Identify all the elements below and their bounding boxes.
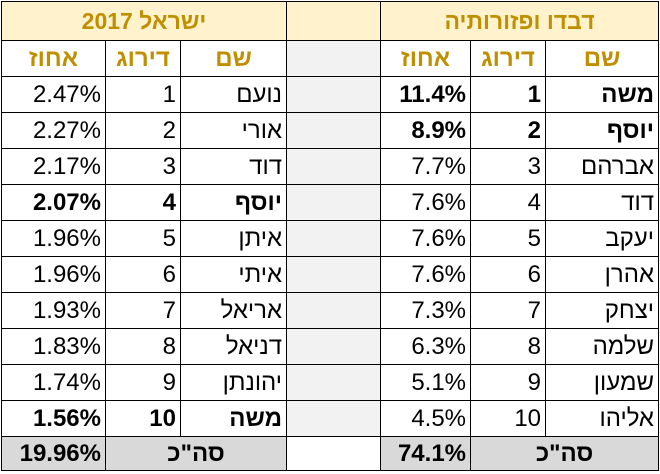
right-rank-cell[interactable]: 10 (470, 400, 547, 437)
right-rank-cell[interactable]: 6 (470, 256, 547, 293)
left-name-cell[interactable]: יוסף (179, 184, 288, 221)
right-rank-cell[interactable]: 2 (470, 112, 547, 149)
table-row: 1.56% 10 משה 4.5% 10 אליהו (1, 400, 660, 437)
left-pct-cell[interactable]: 2.47% (1, 76, 106, 113)
right-name-cell[interactable]: יצחק (545, 292, 660, 329)
right-name-cell[interactable]: משה (545, 76, 660, 113)
right-header-rank[interactable]: דירוג (470, 40, 547, 77)
left-name-cell[interactable]: נועם (179, 76, 288, 113)
right-rank-cell[interactable]: 4 (470, 184, 547, 221)
table-row: 2.47% 1 נועם 11.4% 1 משה (1, 76, 660, 113)
left-total-pct[interactable]: 19.96% (1, 436, 106, 471)
left-table-title[interactable]: ישראל 2017 (0, 1, 288, 41)
table-row: 2.17% 3 דוד 7.7% 3 אברהם (1, 148, 660, 185)
right-pct-cell[interactable]: 5.1% (380, 364, 472, 401)
left-name-cell[interactable]: דוד (179, 148, 288, 185)
left-pct-cell[interactable]: 1.83% (1, 328, 106, 365)
left-rank-cell[interactable]: 1 (105, 76, 181, 113)
gap-cell[interactable] (286, 76, 382, 113)
table-row: 1.83% 8 דניאל 6.3% 8 שלמה (1, 328, 660, 365)
right-name-cell[interactable]: שמעון (545, 364, 660, 401)
total-row: 19.96% סה"כ 74.1% סה"כ (1, 436, 660, 471)
right-rank-cell[interactable]: 8 (470, 328, 547, 365)
left-header-pct[interactable]: אחוז (1, 40, 106, 77)
right-pct-cell[interactable]: 4.5% (380, 400, 472, 437)
right-name-cell[interactable]: אהרן (545, 256, 660, 293)
left-rank-cell[interactable]: 6 (105, 256, 181, 293)
table-row: 2.27% 2 אורי 8.9% 2 יוסף (1, 112, 660, 149)
left-rank-cell[interactable]: 2 (105, 112, 181, 149)
right-pct-cell[interactable]: 7.7% (380, 148, 472, 185)
table-row: 1.93% 7 אריאל 7.3% 7 יצחק (1, 292, 660, 329)
left-pct-cell[interactable]: 2.27% (1, 112, 106, 149)
right-pct-cell[interactable]: 6.3% (380, 328, 472, 365)
right-rank-cell[interactable]: 5 (470, 220, 547, 257)
right-rank-cell[interactable]: 3 (470, 148, 547, 185)
left-name-cell[interactable]: אריאל (179, 292, 288, 329)
gap-cell[interactable] (286, 436, 382, 471)
left-rank-cell[interactable]: 7 (105, 292, 181, 329)
left-name-cell[interactable]: אורי (179, 112, 288, 149)
gap-cell[interactable] (286, 364, 382, 401)
left-pct-cell[interactable]: 2.17% (1, 148, 106, 185)
right-name-cell[interactable]: יוסף (545, 112, 660, 149)
left-pct-cell[interactable]: 1.96% (1, 220, 106, 257)
title-row: ישראל 2017 דבדו ופזורותיה (0, 1, 660, 41)
left-name-cell[interactable]: משה (179, 400, 288, 437)
left-name-cell[interactable]: איתי (179, 256, 288, 293)
left-pct-cell[interactable]: 1.96% (1, 256, 106, 293)
right-name-cell[interactable]: אברהם (545, 148, 660, 185)
right-header-pct[interactable]: אחוז (380, 40, 472, 77)
right-pct-cell[interactable]: 7.6% (380, 184, 472, 221)
left-rank-cell[interactable]: 8 (105, 328, 181, 365)
right-name-cell[interactable]: אליהו (545, 400, 660, 437)
right-rank-cell[interactable]: 9 (470, 364, 547, 401)
table-row: 1.96% 6 איתי 7.6% 6 אהרן (1, 256, 660, 293)
left-rank-cell[interactable]: 5 (105, 220, 181, 257)
left-rank-cell[interactable]: 9 (105, 364, 181, 401)
gap-cell[interactable] (286, 220, 382, 257)
gap-cell[interactable] (286, 400, 382, 437)
left-header-rank[interactable]: דירוג (105, 40, 181, 77)
table-row: 1.74% 9 יהונתן 5.1% 9 שמעון (1, 364, 660, 401)
table-row: 2.07% 4 יוסף 7.6% 4 דוד (1, 184, 660, 221)
left-rank-cell[interactable]: 4 (105, 184, 181, 221)
gap-cell[interactable] (286, 256, 382, 293)
right-table-title[interactable]: דבדו ופזורותיה (380, 1, 660, 41)
gap-cell[interactable] (286, 112, 382, 149)
left-name-cell[interactable]: יהונתן (179, 364, 288, 401)
gap-cell[interactable] (286, 184, 382, 221)
right-pct-cell[interactable]: 8.9% (380, 112, 472, 149)
gap-cell[interactable] (286, 1, 382, 41)
right-total-label[interactable]: סה"כ (470, 436, 660, 471)
left-rank-cell[interactable]: 10 (105, 400, 181, 437)
left-total-label[interactable]: סה"כ (104, 436, 288, 471)
right-name-cell[interactable]: יעקב (545, 220, 660, 257)
left-pct-cell[interactable]: 2.07% (1, 184, 106, 221)
right-pct-cell[interactable]: 7.3% (380, 292, 472, 329)
gap-cell[interactable] (286, 292, 382, 329)
right-pct-cell[interactable]: 7.6% (380, 220, 472, 257)
gap-cell[interactable] (286, 148, 382, 185)
gap-cell[interactable] (286, 328, 382, 365)
right-pct-cell[interactable]: 7.6% (380, 256, 472, 293)
right-rank-cell[interactable]: 7 (470, 292, 547, 329)
right-pct-cell[interactable]: 11.4% (380, 76, 472, 113)
right-total-pct[interactable]: 74.1% (380, 436, 472, 471)
header-row: אחוז דירוג שם אחוז דירוג שם (1, 40, 660, 77)
left-header-name[interactable]: שם (179, 40, 288, 77)
table-row: 1.96% 5 איתן 7.6% 5 יעקב (1, 220, 660, 257)
left-name-cell[interactable]: איתן (179, 220, 288, 257)
left-pct-cell[interactable]: 1.93% (1, 292, 106, 329)
right-rank-cell[interactable]: 1 (470, 76, 547, 113)
right-header-name[interactable]: שם (545, 40, 660, 77)
right-name-cell[interactable]: שלמה (545, 328, 660, 365)
gap-cell[interactable] (286, 40, 382, 77)
left-rank-cell[interactable]: 3 (105, 148, 181, 185)
right-name-cell[interactable]: דוד (545, 184, 660, 221)
left-name-cell[interactable]: דניאל (179, 328, 288, 365)
left-pct-cell[interactable]: 1.56% (1, 400, 106, 437)
left-pct-cell[interactable]: 1.74% (1, 364, 106, 401)
